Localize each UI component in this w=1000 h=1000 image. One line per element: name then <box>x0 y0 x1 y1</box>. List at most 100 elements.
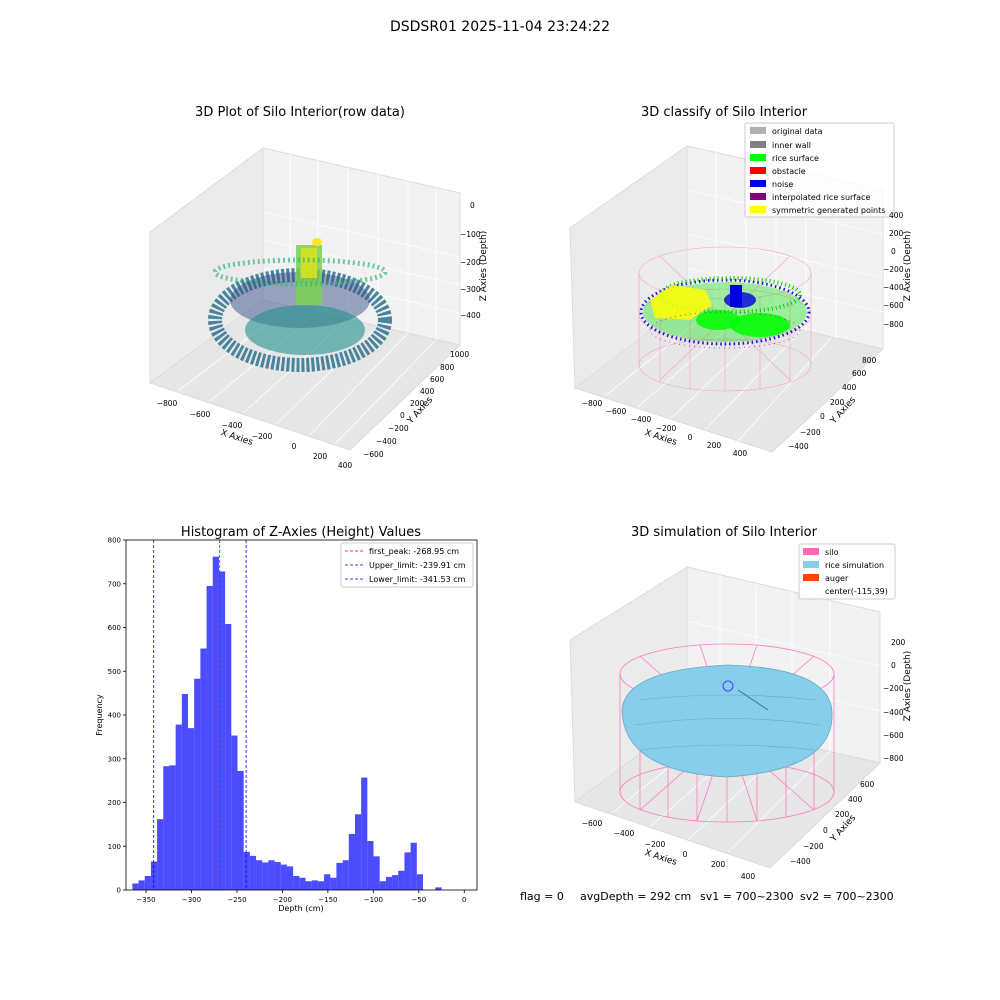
panel1-zlabel: Z Axies (Depth) <box>479 231 489 302</box>
legend-label-center: center(-115,39) <box>825 587 888 596</box>
panel4-ztick: 0 <box>891 661 896 670</box>
histogram-bar <box>286 866 294 890</box>
panel1-ytick: 200 <box>410 399 425 408</box>
histogram-bar <box>206 585 213 890</box>
status-avg-depth: avgDepth = 292 cm <box>580 890 691 903</box>
panel2-ytick: −400 <box>788 442 809 451</box>
panel4-ytick: −200 <box>803 842 824 851</box>
panel1-ytick: 600 <box>430 375 445 384</box>
histogram-bar <box>342 860 349 890</box>
panel2-ztick: −400 <box>883 283 904 292</box>
panel1-xtick: −400 <box>222 421 243 430</box>
histogram-ytick-label: 100 <box>108 843 121 851</box>
legend-swatch-silo <box>803 548 819 555</box>
panel2-ztick: −200 <box>883 265 904 274</box>
panel4-xlabel: X Axies <box>643 848 678 868</box>
histogram-ytick-label: 500 <box>108 668 121 676</box>
panel1-ytick: −400 <box>376 437 397 446</box>
panel1-xtick: 200 <box>313 452 328 461</box>
panel4-xtick: −400 <box>614 829 635 838</box>
panel2-xtick: −800 <box>582 399 603 408</box>
histogram-ytick-label: 400 <box>108 712 121 720</box>
panel2-ytick: 800 <box>862 356 877 365</box>
panel2-x-ticks: −800 −600 −400 −200 0 200 400 <box>582 399 748 458</box>
histogram-bar <box>212 556 219 890</box>
panel1-z-ticks: 0 −100 −200 −300 −400 <box>460 201 481 320</box>
histogram-xtick-label: −250 <box>227 896 246 904</box>
histogram-bar <box>262 862 269 890</box>
panel-histogram: Histogram of Z-Axies (Height) Values −35… <box>95 525 478 913</box>
legend-label-auger: auger <box>825 574 849 583</box>
histogram-bar <box>169 765 176 890</box>
histogram-bar <box>132 883 139 890</box>
legend-swatch-rice-surface <box>750 154 766 161</box>
panel1-ytick: 1000 <box>450 350 469 359</box>
panel2-ztick: 200 <box>889 229 904 238</box>
histogram-bar <box>348 834 355 890</box>
histogram-bar <box>305 881 312 890</box>
panel4-auger <box>722 680 769 711</box>
panel2-ztick: 400 <box>889 211 904 220</box>
histogram-bar <box>373 856 380 890</box>
panel2-z-ticks: 400 200 0 −200 −400 −600 −800 <box>883 211 904 329</box>
histogram-plot-area: −350 −300 −250 −200 −150 −100 −50 0 0 100 200 300 40… <box>108 537 478 904</box>
figure-title: DSDSR01 2025-11-04 23:24:22 <box>390 19 610 35</box>
histogram-bar <box>367 841 374 890</box>
legend-swatch-interpolated-rice-surface <box>750 193 766 200</box>
legend-label-original-data: original data <box>772 127 823 136</box>
status-footer: flag = 0 avgDepth = 292 cm sv1 = 700~230… <box>520 890 894 903</box>
histogram-bar <box>379 881 386 890</box>
histogram-title: Histogram of Z-Axies (Height) Values <box>181 525 421 540</box>
histogram-bar <box>157 819 164 890</box>
panel2-xtick: 400 <box>733 449 748 458</box>
legend-label-symmetric-generated-points: symmetric generated points <box>772 206 885 215</box>
panel1-xtick: −200 <box>252 432 273 441</box>
panel1-ztick: −300 <box>460 285 481 294</box>
histogram-bar <box>274 862 281 890</box>
panel2-xtick: 0 <box>688 433 693 442</box>
legend-swatch-noise <box>750 180 766 187</box>
panel-raw-3d-plot: 3D Plot of Silo Interior(row data) −800 … <box>148 105 489 470</box>
histogram-bar <box>175 724 182 890</box>
panel1-ytick: −600 <box>363 450 384 459</box>
histogram-bar <box>225 624 232 890</box>
panel4-xtick: 0 <box>683 850 688 859</box>
histogram-ytick-label: 800 <box>108 537 121 545</box>
panel1-ytick: −200 <box>388 424 409 433</box>
panel4-y-ticks: −400 −200 0 200 400 600 <box>790 780 875 866</box>
histogram-bar <box>268 860 275 890</box>
histogram-bar <box>194 678 201 890</box>
histogram-bar <box>385 876 393 890</box>
histogram-bar <box>256 860 263 890</box>
histogram-bar <box>181 694 189 890</box>
panel4-ytick: 200 <box>835 810 850 819</box>
panel4-ztick: 200 <box>891 638 906 647</box>
panel2-ytick: 0 <box>820 412 825 421</box>
panel2-legend: original data inner wall rice surface ob… <box>744 122 895 218</box>
histogram-xtick-label: −100 <box>364 896 383 904</box>
legend-label-silo: silo <box>825 548 839 557</box>
panel1-grid <box>177 154 461 445</box>
panel1-xtick: −600 <box>190 410 211 419</box>
histogram-ytick-label: 600 <box>108 624 121 632</box>
panel2-classified-points <box>639 276 811 349</box>
panel4-ytick: −400 <box>790 857 811 866</box>
panel-classify-3d: 3D classify of Silo Interior <box>569 105 913 458</box>
panel1-point-cloud <box>208 238 392 372</box>
panel2-zlabel: Z Axies (Depth) <box>903 231 913 302</box>
panel2-xtick: 200 <box>707 441 722 450</box>
panel2-y-ticks: −400 −200 0 200 400 600 800 <box>788 356 877 451</box>
histogram-xlabel: Depth (cm) <box>278 904 323 913</box>
panel2-ztick: −800 <box>883 320 904 329</box>
legend-label-lower-limit: Lower_limit: -341.53 cm <box>369 575 466 584</box>
histogram-xtick-label: 0 <box>462 896 466 904</box>
histogram-bar <box>237 771 244 890</box>
histogram-bar <box>354 814 362 890</box>
histogram-bar <box>336 862 343 890</box>
panel4-x-ticks: −600 −400 −200 0 200 400 <box>582 819 756 881</box>
panel1-xtick: −800 <box>157 399 178 408</box>
panel4-rice-surface <box>621 664 833 778</box>
panel4-xtick: 400 <box>741 872 756 881</box>
status-sv1: sv1 = 700~2300 <box>700 890 794 903</box>
